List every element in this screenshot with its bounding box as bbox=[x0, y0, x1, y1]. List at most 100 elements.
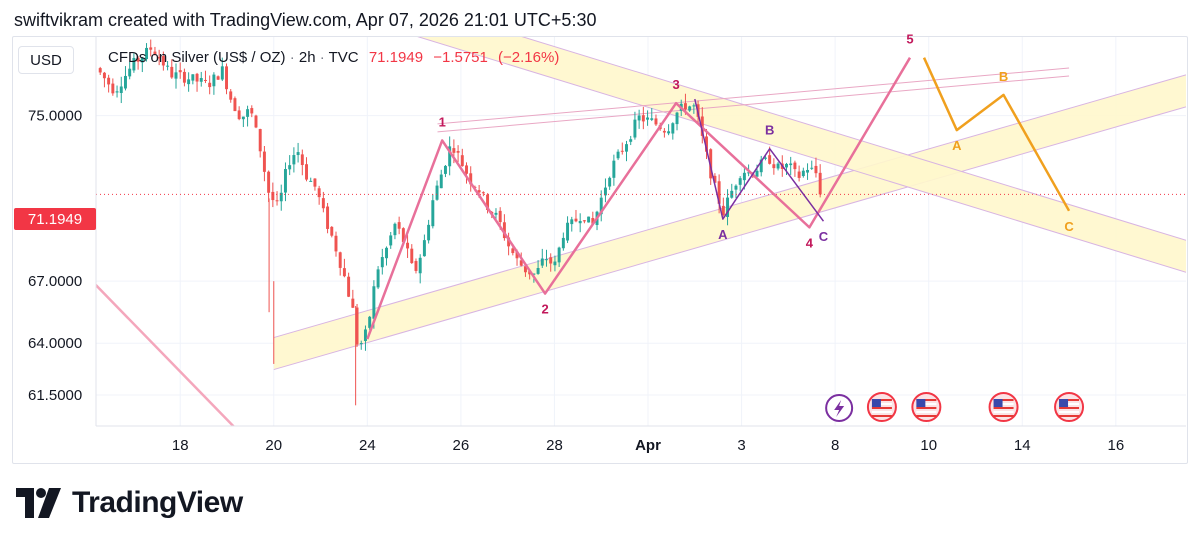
candle-body bbox=[469, 173, 473, 185]
price-change: −1.5751 bbox=[433, 49, 488, 66]
candle-body bbox=[262, 151, 266, 172]
tradingview-logo-text: TradingView bbox=[72, 486, 243, 519]
x-tick-label: 24 bbox=[359, 437, 376, 454]
x-tick-label: 3 bbox=[737, 437, 745, 454]
candle-body bbox=[523, 266, 527, 273]
candle-body bbox=[818, 172, 822, 195]
us-flag-icon bbox=[988, 392, 1019, 422]
wave-label-1: 1 bbox=[439, 114, 446, 129]
candle-body bbox=[98, 68, 102, 73]
candle-body bbox=[406, 242, 410, 249]
us-flag-stripe bbox=[871, 407, 892, 409]
us-flag-stripe bbox=[993, 403, 1014, 405]
channel-edge-descending bbox=[521, 37, 1186, 241]
y-tick-label: 61.5000 bbox=[28, 387, 82, 404]
candle-body bbox=[465, 165, 468, 174]
candle-body bbox=[195, 73, 199, 82]
candle-body bbox=[742, 172, 746, 181]
candle-body bbox=[637, 115, 641, 121]
channel-edge-ascending bbox=[273, 106, 1186, 371]
candle-body bbox=[747, 172, 751, 174]
wave-label-a: A bbox=[952, 138, 962, 153]
candle-body bbox=[515, 251, 519, 259]
x-tick-label: 16 bbox=[1107, 437, 1124, 454]
candle-body bbox=[393, 223, 397, 236]
wave-label-2: 2 bbox=[541, 302, 548, 317]
candle-body bbox=[220, 66, 224, 80]
candle-body bbox=[616, 151, 620, 159]
candle-body bbox=[448, 146, 452, 167]
candle-body bbox=[153, 51, 157, 55]
candle-body bbox=[671, 123, 675, 134]
candle-body bbox=[250, 108, 254, 114]
candle-body bbox=[115, 91, 119, 93]
candle-body bbox=[667, 131, 671, 134]
candle-body bbox=[511, 248, 515, 254]
candle-body bbox=[330, 226, 334, 236]
wave-label-a: A bbox=[718, 227, 728, 242]
candle-body bbox=[553, 261, 557, 266]
candle-body bbox=[203, 79, 207, 81]
candle-body bbox=[629, 139, 633, 142]
candle-body bbox=[646, 117, 650, 120]
candle-body bbox=[734, 185, 738, 190]
candle-body bbox=[683, 103, 687, 110]
wave-label-b: B bbox=[765, 123, 774, 138]
candle-body bbox=[759, 159, 763, 173]
currency-button[interactable]: USD bbox=[18, 46, 74, 74]
candle-body bbox=[620, 150, 624, 152]
x-tick-label: Apr bbox=[635, 437, 661, 454]
candle-body bbox=[136, 57, 140, 62]
candle-body bbox=[334, 235, 338, 252]
us-flag-icon bbox=[911, 392, 942, 422]
candle-body bbox=[675, 112, 679, 125]
candle-body bbox=[435, 185, 439, 200]
candle-body bbox=[456, 151, 460, 153]
candle-body bbox=[738, 178, 742, 185]
us-flag-stripe bbox=[1059, 407, 1080, 409]
candle-body bbox=[532, 273, 536, 275]
price-change-percent: (−2.16%) bbox=[498, 49, 560, 66]
candle-body bbox=[288, 165, 292, 170]
candle-body bbox=[810, 167, 814, 169]
lightning-icon-bolt bbox=[834, 400, 845, 417]
candle-body bbox=[313, 178, 317, 187]
candle-body bbox=[157, 56, 161, 59]
us-flag-stripe bbox=[1059, 399, 1080, 401]
candle-body bbox=[166, 65, 170, 67]
y-tick-label: 64.0000 bbox=[28, 335, 82, 352]
candle-body bbox=[385, 247, 388, 259]
candle-body bbox=[608, 177, 612, 187]
candle-body bbox=[267, 171, 271, 193]
candle-body bbox=[258, 129, 262, 152]
candle-body bbox=[545, 259, 548, 261]
candle-body bbox=[233, 98, 237, 112]
candle-body bbox=[452, 148, 456, 153]
candle-body bbox=[582, 220, 586, 222]
x-tick-label: 26 bbox=[453, 437, 470, 454]
candle-body bbox=[368, 316, 372, 328]
candle-body bbox=[237, 110, 241, 120]
candle-body bbox=[662, 130, 666, 133]
us-flag-stripe bbox=[916, 399, 937, 401]
candle-body bbox=[587, 216, 591, 223]
us-flag-stripe bbox=[916, 415, 937, 417]
candle-body bbox=[557, 247, 561, 263]
us-flag-stripe bbox=[993, 399, 1014, 401]
candle-body bbox=[170, 66, 174, 78]
us-flag-icon bbox=[866, 392, 897, 422]
wave-path-impulse bbox=[366, 57, 912, 340]
candle-body bbox=[612, 160, 616, 178]
us-flag-stripe bbox=[993, 415, 1014, 417]
chart-frame bbox=[12, 36, 1188, 464]
lightning-icon bbox=[825, 394, 854, 422]
us-flag-stripe bbox=[871, 399, 892, 401]
candle-body bbox=[140, 57, 144, 63]
symbol-name: CFDs on Silver (US$ / OZ) bbox=[108, 49, 286, 66]
us-flag-stripe bbox=[916, 407, 937, 409]
candle-body bbox=[107, 77, 111, 85]
candle-body bbox=[566, 222, 570, 241]
x-tick-label: 8 bbox=[831, 437, 839, 454]
candle-body bbox=[372, 286, 376, 319]
